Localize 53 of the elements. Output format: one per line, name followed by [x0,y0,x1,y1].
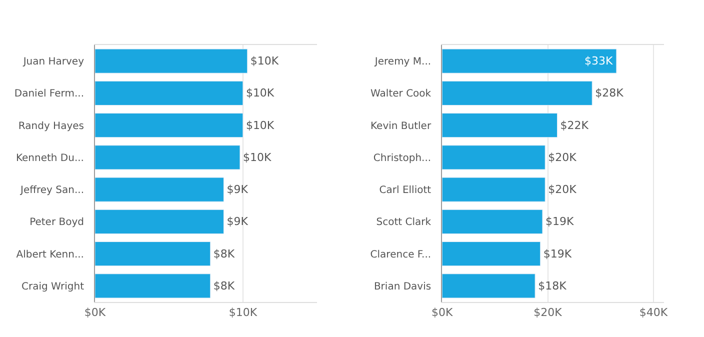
data-label: $19K [543,247,572,260]
bar [95,48,248,74]
y-tick-label: Clarence F... [370,249,432,260]
y-tick-label: Albert Kenn... [16,249,84,260]
y-tick-label: Kenneth Du... [16,152,84,164]
y-tick-label: Craig Wright [22,281,84,292]
data-label: $28K [595,86,624,100]
x-tick-label: $40K [639,306,668,320]
data-label: $33K [584,54,614,68]
x-tick-label: $20K [534,306,563,320]
bar [95,209,224,234]
y-tick-label: Jeffrey San... [20,185,84,196]
data-label: $8K [213,279,236,292]
y-tick-label: Carl Elliott [379,185,432,196]
data-label: $9K [226,215,249,228]
y-tick-label: Juan Harvey [22,56,84,68]
y-tick-label: Brian Davis [374,281,432,292]
data-label: $8K [213,247,236,260]
data-label: $10K [250,54,280,68]
x-tick-label: $0K [431,306,454,320]
y-tick-label: Daniel Ferm... [14,88,84,100]
data-label: $20K [548,150,578,164]
data-label: $20K [548,183,578,196]
bar [95,274,211,298]
bar [442,209,543,234]
bar [95,113,244,138]
y-tick-label: Randy Hayes [18,120,84,132]
data-label: $9K [226,183,249,196]
data-label: $10K [242,150,272,164]
y-tick-label: Kevin Butler [370,120,432,132]
bar [442,242,541,266]
y-tick-label: Scott Clark [376,217,432,228]
y-tick-label: Jeremy M... [374,56,432,68]
bar [95,242,211,266]
bar [95,177,224,202]
data-label: $19K [545,215,574,228]
bar [95,80,244,106]
y-tick-label: Walter Cook [370,88,432,100]
bar [442,145,546,170]
bar [442,274,536,298]
bar [442,80,592,106]
y-tick-label: Peter Boyd [30,217,84,228]
x-tick-label: $0K [84,306,106,320]
y-tick-label: Christoph... [373,152,432,164]
bar [442,113,558,138]
bar [95,145,240,170]
bar [442,48,617,74]
data-label: $10K [246,118,275,132]
bar [442,177,546,202]
data-label: $22K [560,118,590,132]
data-label: $10K [246,86,275,100]
x-tick-label: $10K [228,306,258,320]
data-label: $18K [538,279,568,292]
